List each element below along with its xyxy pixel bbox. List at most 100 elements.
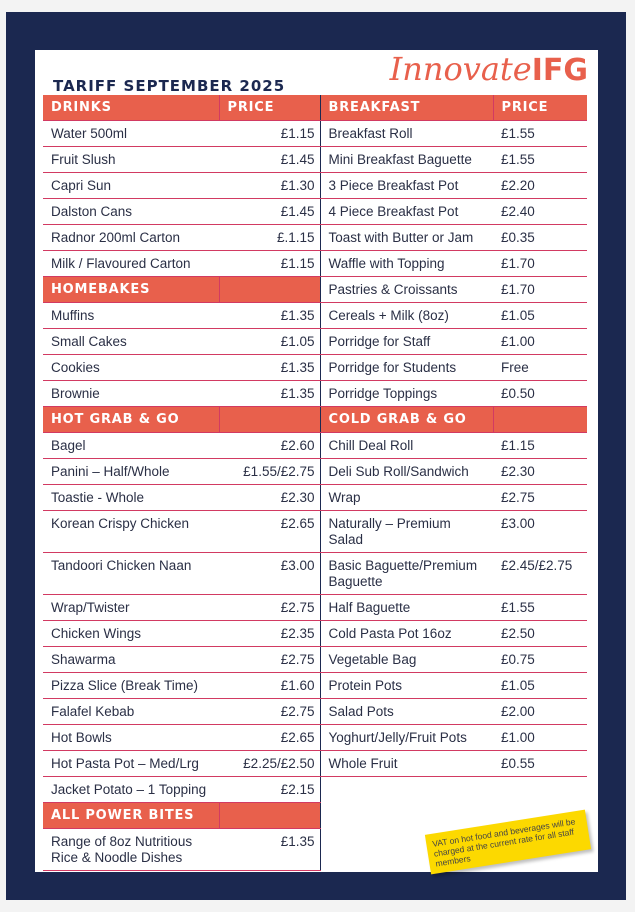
table-row: Capri Sun £1.30 3 Piece Breakfast Pot £2.20 [43,172,587,199]
item-name: Radnor 200ml Carton [43,224,219,251]
section-header: COLD GRAB & GO [320,406,494,433]
item-name: Basic Baguette/Premium Baguette [320,552,493,595]
item-price: £2.20 [493,172,587,199]
item-name: Cold Pasta Pot 16oz [320,620,493,647]
item-price: £2.45/£2.75 [493,552,587,595]
item-price: £1.35 [219,354,321,381]
item-price: £1.15 [219,120,321,147]
item-name: Chill Deal Roll [320,432,493,459]
item-name: Capri Sun [43,172,219,199]
item-price: £1.60 [219,672,321,699]
item-price: £2.65 [219,724,321,751]
item-name: Yoghurt/Jelly/Fruit Pots [320,724,493,751]
item-name: Waffle with Topping [320,250,493,277]
item-price: £2.75 [219,594,321,621]
item-name: Dalston Cans [43,198,219,225]
price-header [219,276,321,303]
item-name: Cookies [43,354,219,381]
item-name: Vegetable Bag [320,646,493,673]
table-row: Wrap/Twister £2.75 Half Baguette £1.55 [43,594,587,621]
item-name: Wrap [320,484,493,511]
item-price: £2.65 [219,510,321,553]
item-price: £0.50 [493,380,587,407]
empty-cell [320,803,493,829]
item-name: Mini Breakfast Baguette [320,146,493,173]
item-price: £2.30 [493,458,587,485]
item-price: £1.35 [219,380,321,407]
item-price: £1.00 [493,724,587,751]
item-name: Whole Fruit [320,750,493,777]
item-name: Porridge Toppings [320,380,493,407]
item-name: Wrap/Twister [43,594,219,621]
table-row: Water 500ml £1.15 Breakfast Roll £1.55 [43,120,587,147]
item-name: Milk / Flavoured Carton [43,250,219,277]
table-row: Muffins £1.35 Cereals + Milk (8oz) £1.05 [43,302,587,329]
item-price: £1.05 [493,302,587,329]
item-name: Half Baguette [320,594,493,621]
table-row: HOMEBAKES Pastries & Croissants £1.70 [43,276,587,303]
item-price: £3.00 [493,510,587,553]
table-row: Cookies £1.35 Porridge for Students Free [43,354,587,381]
table-row: HOT GRAB & GO COLD GRAB & GO [43,406,587,433]
section-header: HOT GRAB & GO [43,406,220,433]
item-name: Pizza Slice (Break Time) [43,672,219,699]
table-row: Range of 8oz Nutritious Rice & Noodle Di… [43,828,587,871]
item-name: 3 Piece Breakfast Pot [320,172,493,199]
logo-script: Innovate [389,50,532,88]
item-price: Free [493,354,587,381]
item-price: £2.40 [493,198,587,225]
item-price: £1.55/£2.75 [219,458,321,485]
item-price: £1.05 [219,328,321,355]
table-row: Panini – Half/Whole £1.55/£2.75 Deli Sub R… [43,458,587,485]
innovate-ifg-logo: InnovateIFG [390,50,588,88]
item-name: Toastie - Whole [43,484,219,511]
section-header: HOMEBAKES [43,276,220,303]
item-price: £1.15 [219,250,321,277]
item-name: Bagel [43,432,219,459]
item-price: £2.35 [219,620,321,647]
item-price: £2.75 [219,646,321,673]
item-price: £0.75 [493,646,587,673]
item-price: £2.00 [493,698,587,725]
item-name: Fruit Slush [43,146,219,173]
table-row: Pizza Slice (Break Time) £1.60 Protein Pot… [43,672,587,699]
item-name: Porridge for Staff [320,328,493,355]
table-row: Tandoori Chicken Naan £3.00 Basic Baguette… [43,552,587,595]
table-row: Radnor 200ml Carton £.1.15 Toast with Butt… [43,224,587,251]
item-price: £1.35 [219,302,321,329]
table-row: Dalston Cans £1.45 4 Piece Breakfast Pot £2… [43,198,587,225]
item-name: Panini – Half/Whole [43,458,219,485]
item-name: Korean Crispy Chicken [43,510,219,553]
table-row: Toastie - Whole £2.30 Wrap £2.75 [43,484,587,511]
item-name: Water 500ml [43,120,219,147]
table-row: DRINKS PRICE BREAKFAST PRICE [43,95,587,121]
item-price: £1.70 [493,250,587,277]
item-price: £1.05 [493,672,587,699]
item-name: Jacket Potato – 1 Topping [43,776,219,803]
item-price: £1.45 [219,198,321,225]
table-row: ALL POWER BITES [43,802,587,829]
tariff-sheet: TARIFF SEPTEMBER 2025 InnovateIFG DRINKS… [35,50,598,875]
item-name: Deli Sub Roll/Sandwich [320,458,493,485]
item-name: Brownie [43,380,219,407]
item-name: 4 Piece Breakfast Pot [320,198,493,225]
price-header [219,802,321,829]
item-price: £0.35 [493,224,587,251]
price-header: PRICE [219,95,321,121]
empty-cell [320,777,493,803]
item-price: £2.75 [493,484,587,511]
table-row: Shawarma £2.75 Vegetable Bag £0.75 [43,646,587,673]
table-row: Jacket Potato – 1 Topping £2.15 [43,776,587,803]
item-name: Shawarma [43,646,219,673]
item-name: Chicken Wings [43,620,219,647]
table-row: Brownie £1.35 Porridge Toppings £0.50 [43,380,587,407]
item-name: Pastries & Croissants [320,276,493,303]
item-name: Breakfast Roll [320,120,493,147]
table-row: Hot Pasta Pot – Med/Lrg £2.25/£2.50 Whole … [43,750,587,777]
table-row: Korean Crispy Chicken £2.65 Naturally – Pr… [43,510,587,553]
price-header: PRICE [493,95,587,121]
price-table: DRINKS PRICE BREAKFAST PRICE Water 500ml £1.1… [43,95,587,871]
item-price: £1.55 [493,120,587,147]
item-price: £2.25/£2.50 [219,750,321,777]
table-row: Chicken Wings £2.35 Cold Pasta Pot 16oz £2.… [43,620,587,647]
